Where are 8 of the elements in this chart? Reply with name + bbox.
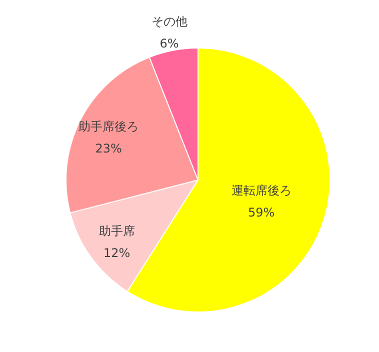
slice-label: 助手席後ろ [78,119,139,134]
data-label: 59% [248,205,275,220]
data-label: 12% [104,246,130,260]
data-label: 23% [95,141,122,156]
slice-label: 運転席後ろ [231,183,292,198]
data-label: 6% [160,36,179,51]
slice-label: その他 [151,14,188,29]
slice-label: 助手席 [98,224,135,238]
